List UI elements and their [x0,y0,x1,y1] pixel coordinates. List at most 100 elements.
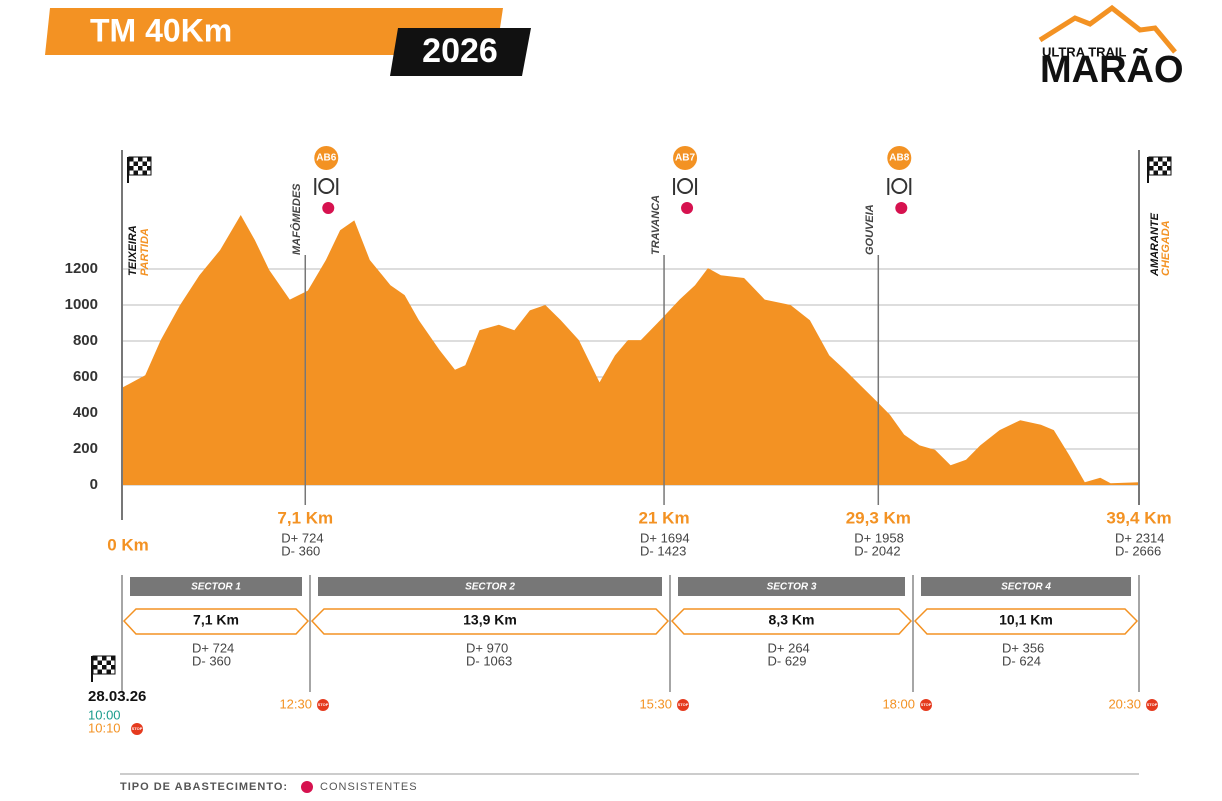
finish-flag-check [1167,166,1172,171]
stop-icon [131,723,143,735]
sector-name: SECTOR 4 [1001,582,1051,593]
start-info-flag-check [106,669,111,674]
aid-badge [887,146,912,170]
checkpoint-dminus: D- 2042 [854,543,900,558]
finish-flag-check [1153,170,1158,175]
start-info-flag-check [93,656,98,661]
sector-name: SECTOR 3 [767,582,817,593]
y-tick-label: 800 [73,332,98,349]
y-tick-label: 400 [73,404,98,421]
sector-time: 18:00 [882,696,915,711]
finish-flag-check [1167,157,1172,162]
sector-dminus: D- 624 [1002,653,1041,668]
finish-flag-cloth [1148,156,1172,176]
sector-distance: 13,9 Km [463,612,517,628]
aid-type-dot [895,202,908,214]
sector-arrow [913,608,1139,635]
start-time: 10:00 [88,707,121,722]
finish-flag-check [1149,157,1154,162]
legend-label: CONSISTENTES [320,781,418,793]
checkpoint-km: 29,3 Km [846,508,911,527]
sector-name: SECTOR 1 [191,582,241,593]
start-km: 0 Km [107,535,149,554]
checkpoint-km: 7,1 Km [277,508,333,527]
start-info-flag-check [111,665,116,670]
start-info-flag-check [111,656,116,661]
finish-flag-check [1158,166,1163,171]
checkpoint-place: MAFÔMEDES [290,183,303,255]
aid-type-dot [322,202,335,214]
sector-dplus: D+ 356 [1002,640,1044,655]
start-flag-check [129,166,134,171]
sector-arrow [122,608,310,635]
start-flag-check [142,170,147,175]
logo-main: MARÃO [1040,47,1184,91]
sector-arrow [310,608,670,635]
year: 2026 [422,32,498,70]
aid-type-dot [681,202,694,214]
stop-icon [677,699,689,711]
sector-bar [678,577,905,596]
finish-place: AMARANTE [1149,212,1161,277]
finish-flag-check [1158,157,1163,162]
sector-dminus: D- 629 [768,653,807,668]
start-info-flag-check [97,669,102,674]
start-flag-check [138,166,143,171]
checkpoint-place: GOUVEIA [864,204,876,255]
start-info-flag-check [93,665,98,670]
start-flag-check [147,166,152,171]
finish-km: 39,4 Km [1106,508,1171,527]
stop-icon [1146,699,1158,711]
y-tick-label: 1000 [65,296,98,313]
checkpoint-km: 21 Km [639,508,690,527]
sector-arrow [670,608,913,635]
start-flag-check [138,157,143,162]
start-date: 28.03.26 [88,688,146,705]
logo-top: ULTRA TRAIL [1042,44,1127,59]
sector-distance: 8,3 Km [769,612,815,628]
start-flag-check [129,157,134,162]
sector-dplus: D+ 970 [466,640,508,655]
aid-label: AB7 [675,153,695,164]
stop-text: STOP [132,726,143,731]
sector-time: 20:30 [1108,696,1141,711]
y-tick-label: 200 [73,440,98,457]
start-flag-check [142,161,147,166]
title-banner [45,8,503,55]
checkpoint-dminus: D- 1423 [640,543,686,558]
finish-flag-check [1162,161,1167,166]
stop-text: STOP [1147,702,1158,707]
sector-time: 15:30 [639,696,672,711]
plate-icon [677,178,694,194]
legend-dot [301,781,313,793]
start-info-flag-check [106,660,111,665]
stop-icon [920,699,932,711]
stop-text: STOP [921,702,932,707]
finish-flag-check [1153,161,1158,166]
checkpoint-dplus: D+ 1694 [640,530,690,545]
start-flag-check [133,161,138,166]
sector-dplus: D+ 724 [192,640,234,655]
aid-badge [314,146,339,170]
finish-dplus: D+ 2314 [1115,530,1165,545]
checkpoint-dplus: D+ 1958 [854,530,904,545]
sector-bar [130,577,302,596]
finish-label: CHEGADA [1160,220,1172,276]
aid-label: AB6 [316,153,336,164]
start-label: PARTIDA [139,228,151,276]
sector-name: SECTOR 2 [465,582,515,593]
sector-distance: 10,1 Km [999,612,1053,628]
sector-time: 12:30 [279,696,312,711]
stop-text: STOP [318,702,329,707]
start-flag-check [147,157,152,162]
sector-distance: 7,1 Km [193,612,239,628]
aid-badge [673,146,698,170]
aid-label: AB8 [889,153,909,164]
finish-flag-check [1162,170,1167,175]
start-info-flag-check [102,665,107,670]
year-banner [390,28,531,76]
checkpoint-dminus: D- 360 [281,543,320,558]
y-tick-label: 600 [73,368,98,385]
sector-bar [921,577,1131,596]
